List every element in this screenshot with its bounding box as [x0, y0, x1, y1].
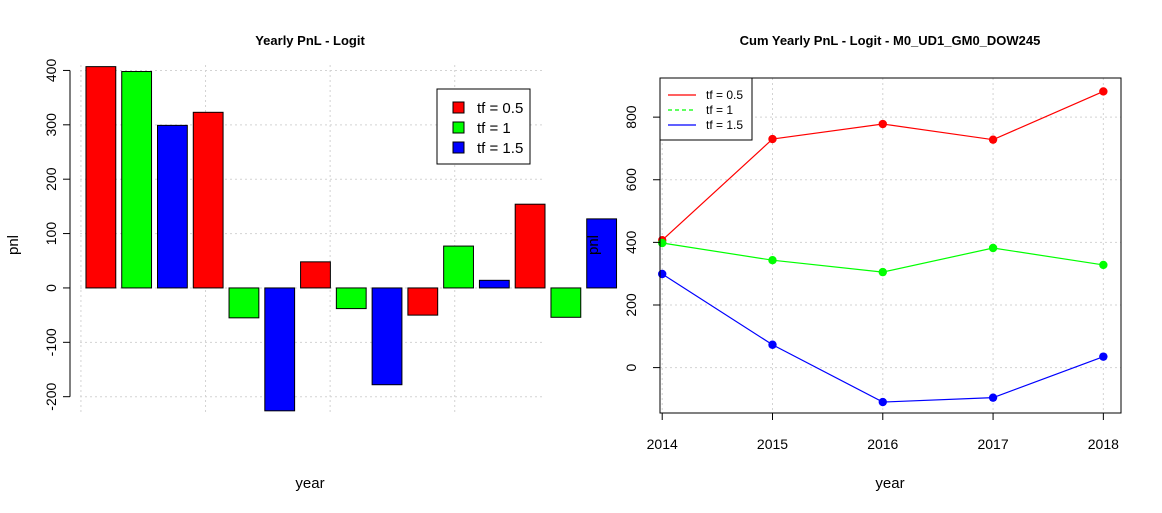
x-tick-label-2017: 2017: [977, 436, 1008, 452]
bar-2016-tf-0-5: [300, 261, 331, 289]
y-tick-label-0: 0: [623, 364, 639, 372]
cum-pnl-legend: tf = 0.5tf = 1tf = 1.5: [659, 77, 753, 141]
y-tick-label-0: 0: [43, 284, 59, 292]
yearly-pnl-legend: tf = 0.5 tf = 1 tf = 1.5: [436, 88, 531, 165]
point-tf-1-5-2015: [768, 340, 777, 349]
yearly-pnl-title: Yearly PnL - Logit: [255, 33, 365, 48]
x-tick-label-2015: 2015: [757, 436, 788, 452]
point-tf-1-5-2014: [658, 269, 667, 279]
yearly-pnl-gridlines: [80, 65, 545, 413]
point-tf-1-2015: [768, 256, 777, 265]
legend-label-tf-0-5: tf = 0.5: [706, 88, 743, 102]
point-tf-1-2014: [658, 238, 667, 248]
y-tick-label-200: -200: [43, 382, 59, 410]
x-tick-label-2018: 2018: [1088, 436, 1119, 452]
bar-2018-tf-1: [550, 287, 582, 318]
bar-2017-tf-1-5: [478, 279, 510, 289]
yearly-pnl-chart: Yearly PnL - Logit year pnl -200 -100 0 100…: [5, 33, 618, 492]
x-tick-label-2014: 2014: [647, 436, 678, 452]
cum-pnl-x-label: year: [875, 475, 904, 492]
legend-box: [659, 77, 753, 141]
y-tick-label-400: 400: [43, 59, 59, 83]
legend-label-tf-1-5: tf = 1.5: [706, 118, 743, 132]
point-tf-0-5-2018: [1099, 87, 1108, 96]
yearly-pnl-bars: [85, 66, 618, 412]
bar-2016-tf-1-5: [371, 287, 403, 386]
point-tf-1-2016: [878, 267, 887, 277]
cum-pnl-axes: 2014 2015 2016 2017 2018 0 200 400 600 800: [623, 105, 1119, 452]
legend-label-tf-0-5: tf = 0.5: [477, 100, 523, 117]
point-tf-0-5-2017: [988, 135, 998, 144]
cum-pnl-y-label: pnl: [585, 235, 602, 255]
bar-2014-tf-1-5: [157, 124, 188, 289]
y-tick-label-200: 200: [43, 167, 59, 191]
line-tf-1: [662, 242, 1104, 273]
bar-2018-tf-0-5: [514, 203, 546, 289]
cum-yearly-pnl-chart: Cum Yearly PnL - Logit - M0_UD1_GM0_DOW2…: [585, 33, 1122, 492]
bar-2017-tf-0-5: [407, 287, 439, 316]
x-tick-label-2016: 2016: [867, 436, 898, 452]
bar-2015-tf-1: [228, 287, 260, 319]
y-tick-label-800: 800: [623, 105, 639, 129]
yearly-pnl-y-label: pnl: [5, 235, 22, 255]
legend-swatch-tf-1: [452, 121, 465, 134]
y-tick-label-300: 300: [43, 113, 59, 137]
point-tf-1-2018: [1099, 260, 1108, 270]
bar-2017-tf-1: [443, 245, 474, 289]
point-tf-0-5-2015: [768, 134, 777, 144]
point-tf-0-5-2016: [878, 119, 887, 129]
point-tf-1-2017: [988, 243, 998, 253]
legend-label-tf-1: tf = 1: [477, 120, 511, 137]
y-tick-label-100: 100: [43, 222, 59, 246]
point-tf-1-5-2016: [878, 397, 887, 407]
y-tick-label-400: 400: [623, 230, 639, 254]
bar-2018-tf-1-5: [586, 218, 618, 289]
bar-2015-tf-0-5: [192, 111, 224, 289]
bar-2015-tf-1-5: [264, 287, 296, 412]
legend-swatch-tf-1-5: [452, 141, 465, 154]
y-tick-label-100: -100: [43, 328, 59, 356]
legend-label-tf-1: tf = 1: [706, 103, 733, 117]
bar-2014-tf-0-5: [85, 66, 117, 289]
cum-pnl-title: Cum Yearly PnL - Logit - M0_UD1_GM0_DOW2…: [740, 33, 1041, 48]
point-tf-1-5-2017: [988, 393, 998, 402]
legend-swatch-tf-0-5: [452, 101, 465, 114]
bar-2014-tf-1: [121, 71, 153, 289]
point-tf-1-5-2018: [1099, 352, 1108, 361]
y-tick-label-200: 200: [623, 293, 639, 317]
y-tick-label-600: 600: [623, 168, 639, 192]
yearly-pnl-x-label: year: [295, 475, 324, 492]
legend-label-tf-1-5: tf = 1.5: [477, 140, 523, 157]
yearly-pnl-y-axis: -200 -100 0 100 200 300 400: [43, 59, 71, 411]
bar-2016-tf-1: [335, 287, 367, 310]
